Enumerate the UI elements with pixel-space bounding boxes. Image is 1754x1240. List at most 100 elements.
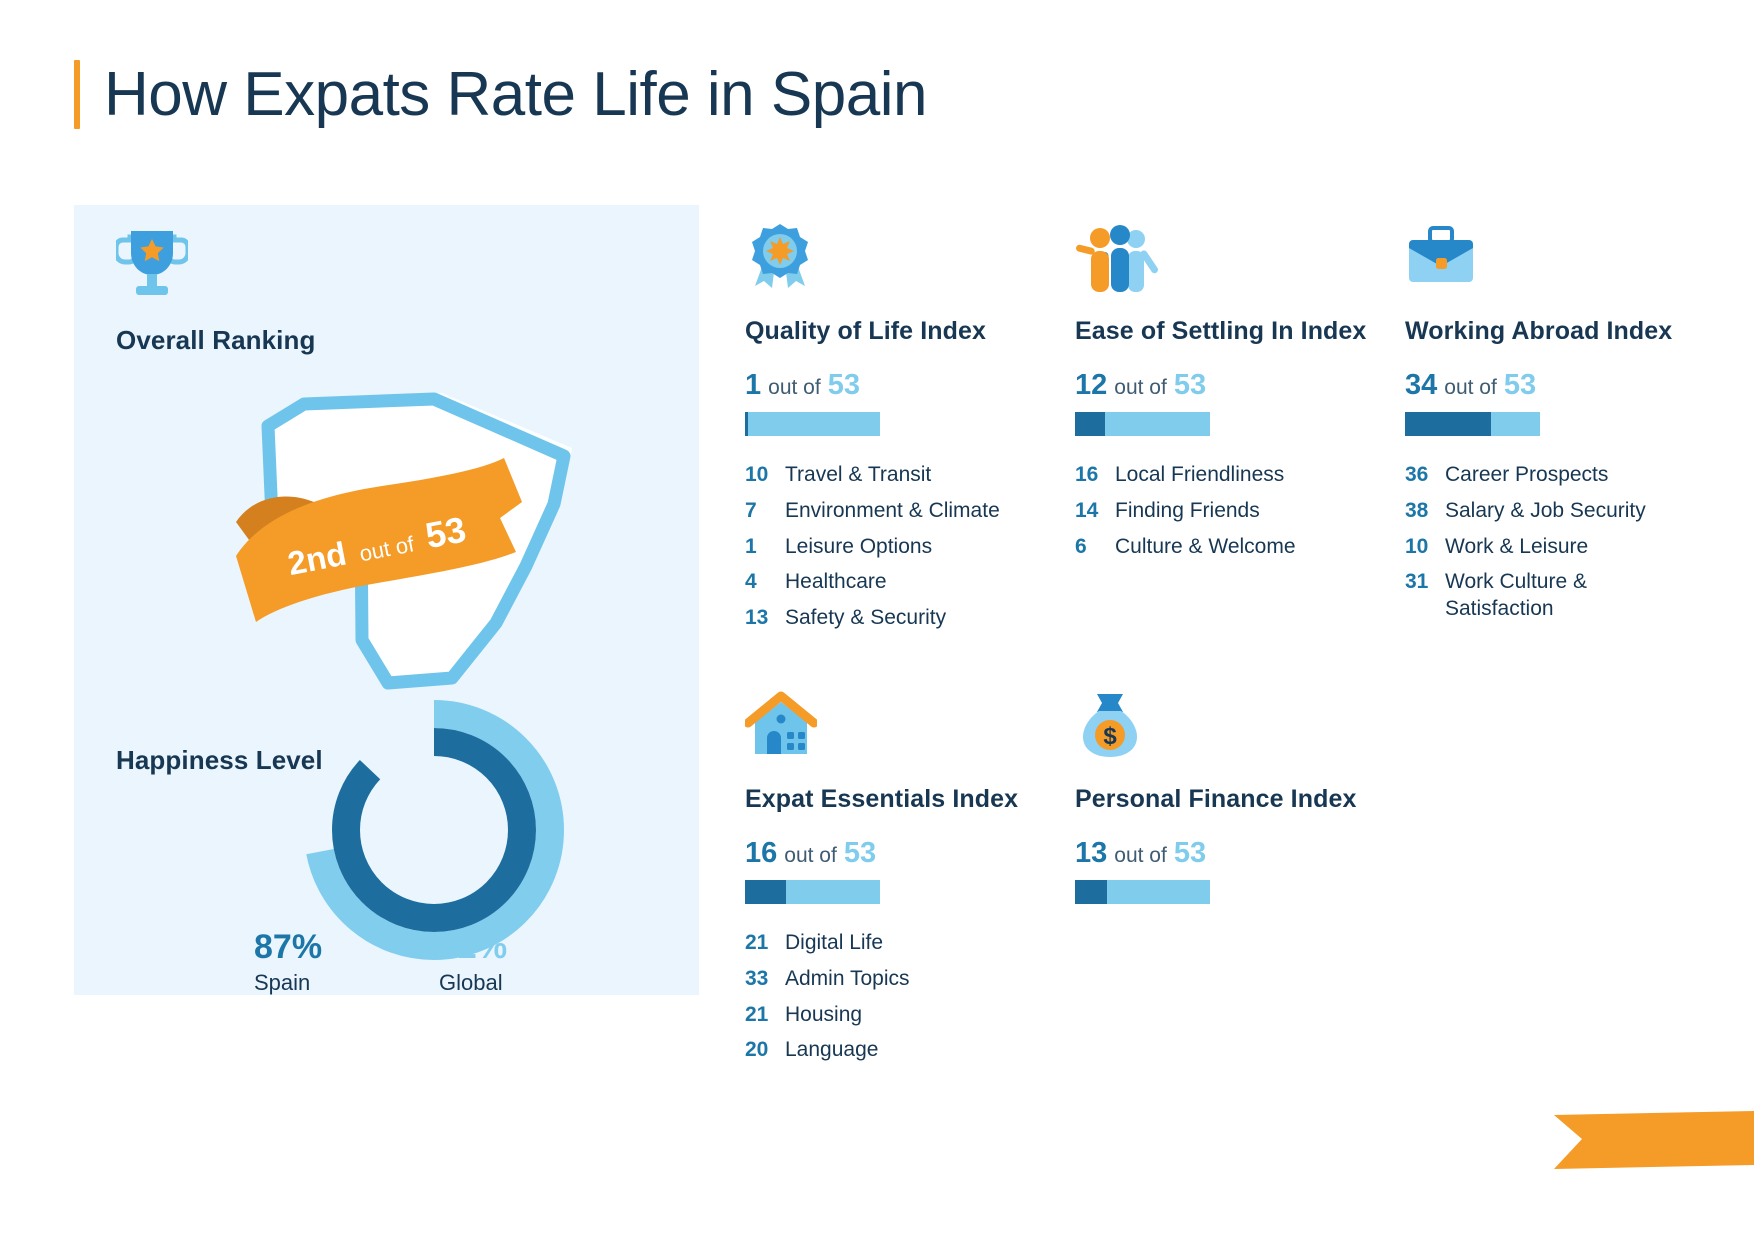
donut-arc-global — [304, 700, 564, 960]
legend-label-global: Global — [439, 969, 503, 995]
card-rank-mid: out of — [1114, 375, 1167, 399]
subindex-rank: 31 — [1405, 570, 1429, 594]
card-rank-bar-fill — [1075, 879, 1108, 904]
happiness-donut-chart — [289, 685, 579, 980]
subindex-label: Leisure Options — [785, 534, 933, 558]
card-working-abroad: Working Abroad Index 34 out of 53 36 Car… — [1405, 222, 1725, 632]
card-rank-bar — [745, 411, 880, 436]
card-subindex-list: 21 Digital Life 33 Admin Topics 21 Housi… — [745, 930, 1045, 1065]
list-item: 16 Local Friendliness — [1075, 462, 1375, 489]
list-item: 14 Finding Friends — [1075, 498, 1375, 525]
card-rank-total: 53 — [843, 836, 877, 869]
list-item: 7 Environment & Climate — [745, 498, 1045, 525]
subindex-label: Career Prospects — [1445, 462, 1609, 486]
card-rank-number: 12 — [1075, 368, 1108, 401]
subindex-rank: 6 — [1075, 534, 1087, 558]
list-item: 21 Housing — [745, 1002, 1045, 1029]
list-item: 4 Healthcare — [745, 569, 1045, 596]
legend-percent-global: 72% — [439, 928, 508, 966]
card-rank-number: 1 — [745, 368, 762, 401]
trophy-icon — [113, 227, 191, 308]
spain-map-shape: 2nd out of 53 — [204, 370, 604, 705]
card-title: Quality of Life Index — [745, 317, 987, 345]
card-rank-total: 53 — [827, 368, 860, 401]
legend-label-spain: Spain — [254, 969, 311, 995]
subindex-rank: 38 — [1405, 498, 1429, 522]
card-rank-number: 13 — [1075, 836, 1108, 869]
ribbon-total: 53 — [422, 508, 469, 556]
list-item: 31 Work Culture & Satisfaction — [1405, 569, 1725, 623]
card-rank-bar — [1075, 879, 1210, 904]
subindex-label: Language — [785, 1038, 879, 1062]
card-title: Personal Finance Index — [1075, 785, 1357, 813]
legend-item-global: 72% Global — [439, 928, 508, 996]
three-people-icon — [1075, 222, 1375, 294]
card-rank-line: 13 out of 53 — [1075, 837, 1375, 870]
subindex-label: Travel & Transit — [785, 462, 932, 486]
subindex-label: Salary & Job Security — [1445, 498, 1646, 522]
page-title: How Expats Rate Life in Spain — [104, 60, 927, 129]
card-subindex-list: 16 Local Friendliness 14 Finding Friends… — [1075, 462, 1375, 561]
list-item: 20 Language — [745, 1037, 1045, 1064]
award-ribbon-icon — [745, 222, 1045, 294]
list-item: 6 Culture & Welcome — [1075, 534, 1375, 561]
list-item: 21 Digital Life — [745, 930, 1045, 957]
card-rank-mid: out of — [1444, 375, 1497, 399]
title-accent-bar — [74, 60, 80, 130]
subindex-rank: 16 — [1075, 462, 1099, 486]
subindex-label: Finding Friends — [1115, 498, 1260, 522]
card-rank-bar — [1075, 411, 1210, 436]
card-rank-total: 53 — [1173, 836, 1207, 869]
card-rank-bar-fill — [745, 879, 786, 904]
card-rank-line: 12 out of 53 — [1075, 369, 1375, 402]
legend-percent-spain: 87% — [254, 928, 323, 966]
subindex-label: Digital Life — [785, 930, 884, 954]
corner-ribbon-decoration — [1554, 1107, 1754, 1182]
subindex-rank: 10 — [1405, 534, 1429, 558]
card-title: Working Abroad Index — [1405, 317, 1673, 345]
svg-text:$: $ — [1103, 723, 1117, 750]
subindex-label: Healthcare — [785, 570, 887, 594]
list-item: 10 Work & Leisure — [1405, 534, 1725, 561]
overall-ranking-panel: Overall Ranking 2nd out of 53 Happines — [74, 205, 699, 995]
list-item: 1 Leisure Options — [745, 534, 1045, 561]
page-header: How Expats Rate Life in Spain — [74, 60, 927, 130]
subindex-rank: 4 — [745, 570, 757, 594]
subindex-rank: 20 — [745, 1038, 769, 1062]
card-rank-mid: out of — [768, 375, 821, 399]
card-expat-essentials: Expat Essentials Index 16 out of 53 21 D… — [745, 690, 1045, 1073]
subindex-rank: 14 — [1075, 498, 1099, 522]
card-subindex-list: 36 Career Prospects 38 Salary & Job Secu… — [1405, 462, 1725, 623]
card-rank-number: 34 — [1405, 368, 1438, 401]
card-rank-line: 34 out of 53 — [1405, 369, 1725, 402]
subindex-rank: 13 — [745, 606, 769, 630]
donut-arc-spain — [332, 728, 536, 932]
card-rank-number: 16 — [745, 836, 778, 869]
card-rank-bar — [1405, 411, 1540, 436]
house-icon — [745, 690, 1045, 762]
card-rank-line: 1 out of 53 — [745, 369, 1045, 402]
list-item: 33 Admin Topics — [745, 966, 1045, 993]
card-rank-mid: out of — [1114, 843, 1167, 867]
subindex-rank: 21 — [745, 930, 769, 954]
subindex-rank: 36 — [1405, 462, 1429, 486]
overall-ranking-heading: Overall Ranking — [116, 325, 316, 355]
subindex-rank: 21 — [745, 1002, 769, 1026]
card-rank-line: 16 out of 53 — [745, 837, 1045, 870]
list-item: 38 Salary & Job Security — [1405, 498, 1725, 525]
briefcase-icon — [1405, 222, 1725, 294]
subindex-label: Housing — [785, 1002, 863, 1026]
card-rank-total: 53 — [1173, 368, 1207, 401]
card-rank-bar-fill — [1075, 411, 1105, 436]
card-rank-mid: out of — [784, 843, 837, 867]
list-item: 36 Career Prospects — [1405, 462, 1725, 489]
card-ease-of-settling-in: Ease of Settling In Index 12 out of 53 1… — [1075, 222, 1375, 569]
subindex-rank: 10 — [745, 462, 769, 486]
card-personal-finance: $ Personal Finance Index 13 out of 53 — [1075, 690, 1375, 904]
subindex-rank: 1 — [745, 534, 757, 558]
card-subindex-list: 10 Travel & Transit 7 Environment & Clim… — [745, 462, 1045, 632]
card-title: Ease of Settling In Index — [1075, 317, 1367, 345]
subindex-label: Work Culture & Satisfaction — [1445, 570, 1587, 621]
list-item: 13 Safety & Security — [745, 605, 1045, 632]
